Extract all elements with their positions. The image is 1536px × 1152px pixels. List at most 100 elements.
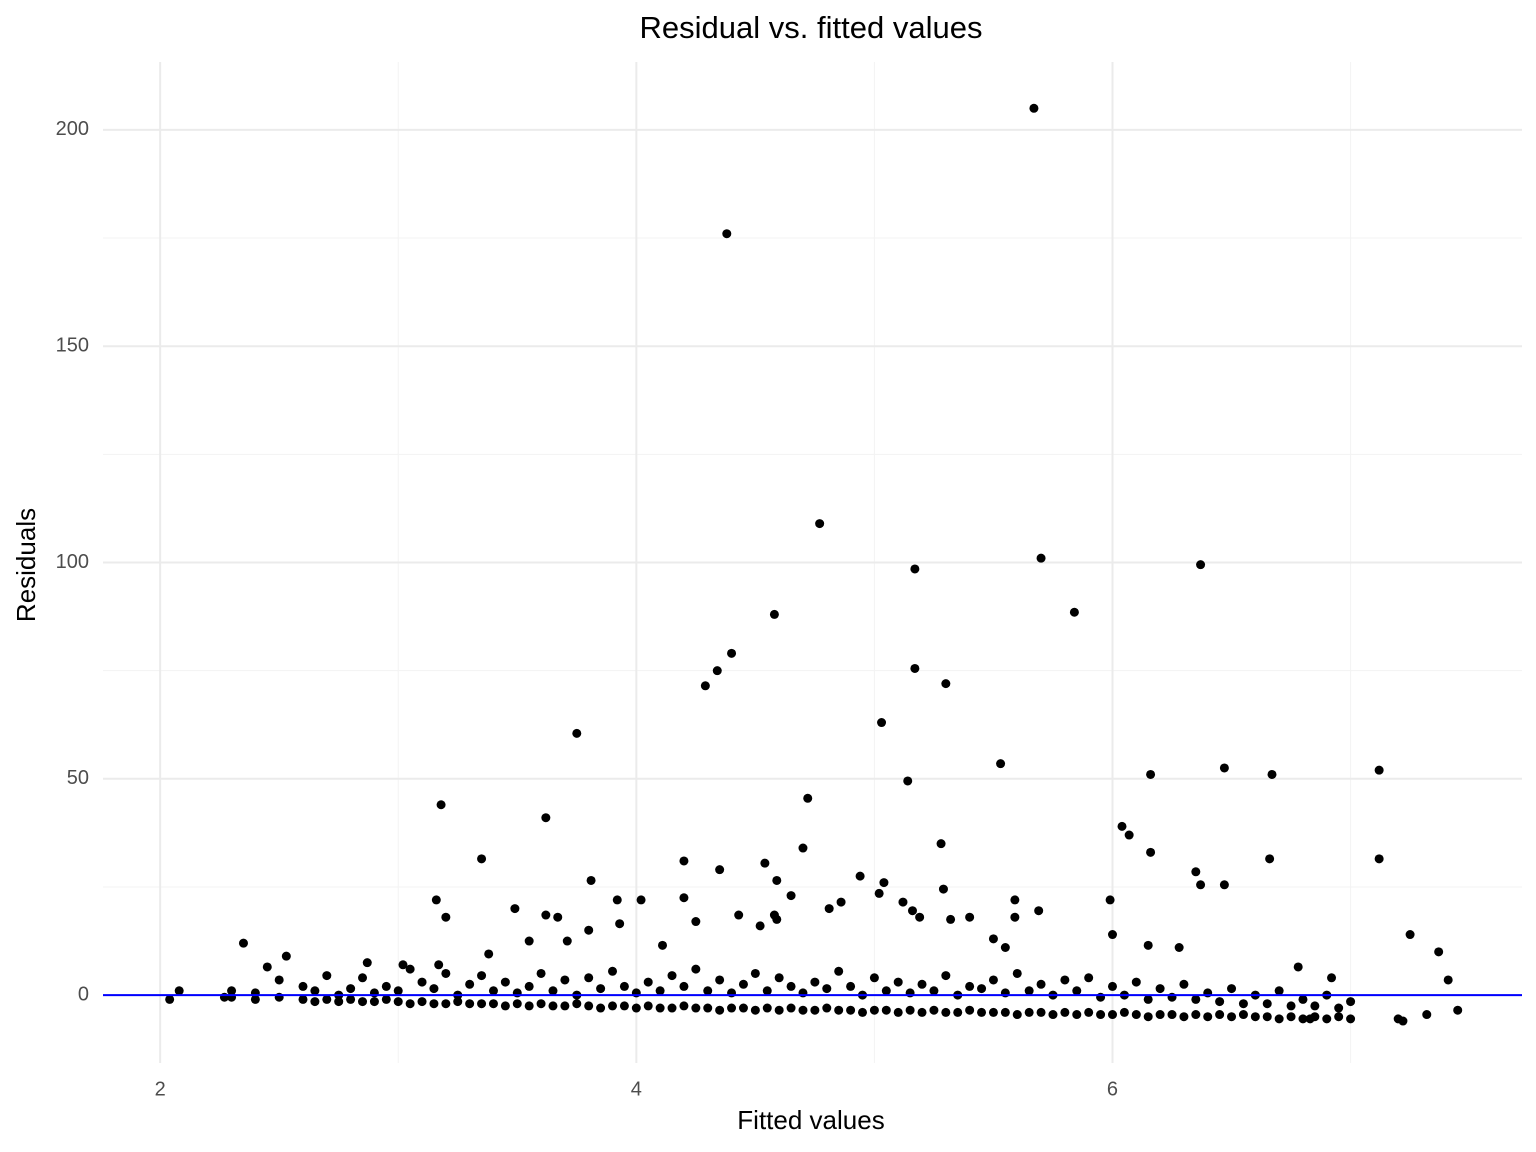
point: [281, 951, 291, 961]
point: [877, 718, 887, 728]
point: [715, 1005, 725, 1015]
point: [1119, 1007, 1129, 1017]
point: [1262, 999, 1272, 1009]
point: [1196, 560, 1206, 570]
point: [679, 1001, 689, 1011]
point: [1434, 947, 1444, 957]
point: [1215, 1010, 1225, 1020]
point: [586, 875, 596, 885]
point: [822, 1003, 832, 1013]
point: [996, 759, 1006, 769]
point: [929, 986, 939, 996]
chart-title: Residual vs. fitted values: [640, 10, 983, 45]
point: [786, 981, 796, 991]
point: [524, 981, 534, 991]
x-tick-label: 2: [155, 1078, 166, 1100]
point: [510, 904, 520, 914]
point: [815, 519, 825, 529]
point: [1107, 1010, 1117, 1020]
point: [227, 986, 237, 996]
point: [1036, 979, 1046, 989]
point: [750, 1005, 760, 1015]
point: [667, 1003, 677, 1013]
point: [434, 960, 444, 970]
point: [1286, 1012, 1296, 1022]
point: [1143, 994, 1153, 1004]
point: [977, 984, 987, 994]
point: [727, 648, 737, 658]
point: [608, 966, 618, 976]
point: [734, 910, 744, 920]
y-tick-label: 200: [56, 118, 89, 140]
point: [700, 681, 710, 691]
point: [1010, 912, 1020, 922]
point: [1274, 1014, 1284, 1024]
point: [465, 999, 475, 1009]
point: [1322, 1014, 1332, 1024]
point: [988, 934, 998, 944]
point: [893, 977, 903, 987]
point: [1405, 930, 1415, 940]
point: [619, 1001, 629, 1011]
point: [441, 968, 451, 978]
point: [1167, 1010, 1177, 1020]
point: [879, 878, 889, 888]
point: [358, 997, 368, 1007]
point: [1060, 1007, 1070, 1017]
point: [1034, 906, 1044, 916]
point: [907, 906, 917, 916]
point: [310, 997, 320, 1007]
point: [1310, 1012, 1320, 1022]
point: [1107, 981, 1117, 991]
point: [1298, 1014, 1308, 1024]
point: [946, 914, 956, 924]
y-tick-label: 0: [78, 983, 89, 1005]
point: [917, 979, 927, 989]
point: [524, 936, 534, 946]
point: [691, 1003, 701, 1013]
point: [1000, 1007, 1010, 1017]
point: [691, 964, 701, 974]
point: [381, 994, 391, 1004]
point: [1203, 1012, 1213, 1022]
point: [1179, 979, 1189, 989]
point: [1179, 1012, 1189, 1022]
point: [965, 912, 975, 922]
point: [405, 999, 415, 1009]
point: [358, 973, 368, 983]
point: [965, 981, 975, 991]
point: [250, 994, 260, 1004]
point: [1174, 943, 1184, 952]
point: [1219, 763, 1229, 773]
point: [810, 977, 820, 987]
point: [655, 986, 665, 996]
point: [274, 975, 284, 985]
point: [1274, 986, 1284, 996]
point: [774, 1005, 784, 1015]
point: [1298, 994, 1308, 1004]
point: [572, 999, 582, 1009]
point: [1267, 769, 1277, 779]
point: [988, 975, 998, 985]
point: [1012, 968, 1022, 978]
point: [346, 994, 356, 1004]
x-tick-label: 4: [631, 1078, 642, 1100]
point: [822, 984, 832, 994]
point: [238, 938, 248, 948]
point: [855, 871, 865, 881]
point: [562, 936, 572, 946]
point: [548, 1001, 558, 1011]
point: [431, 895, 441, 905]
point: [738, 979, 748, 989]
point: [750, 968, 760, 978]
x-tick-label: 6: [1107, 1078, 1118, 1100]
point: [398, 960, 408, 970]
point: [1029, 103, 1039, 113]
point: [636, 895, 646, 905]
point: [1219, 880, 1229, 890]
point: [824, 904, 834, 914]
point: [441, 912, 451, 922]
point: [846, 981, 856, 991]
point: [762, 1003, 772, 1013]
